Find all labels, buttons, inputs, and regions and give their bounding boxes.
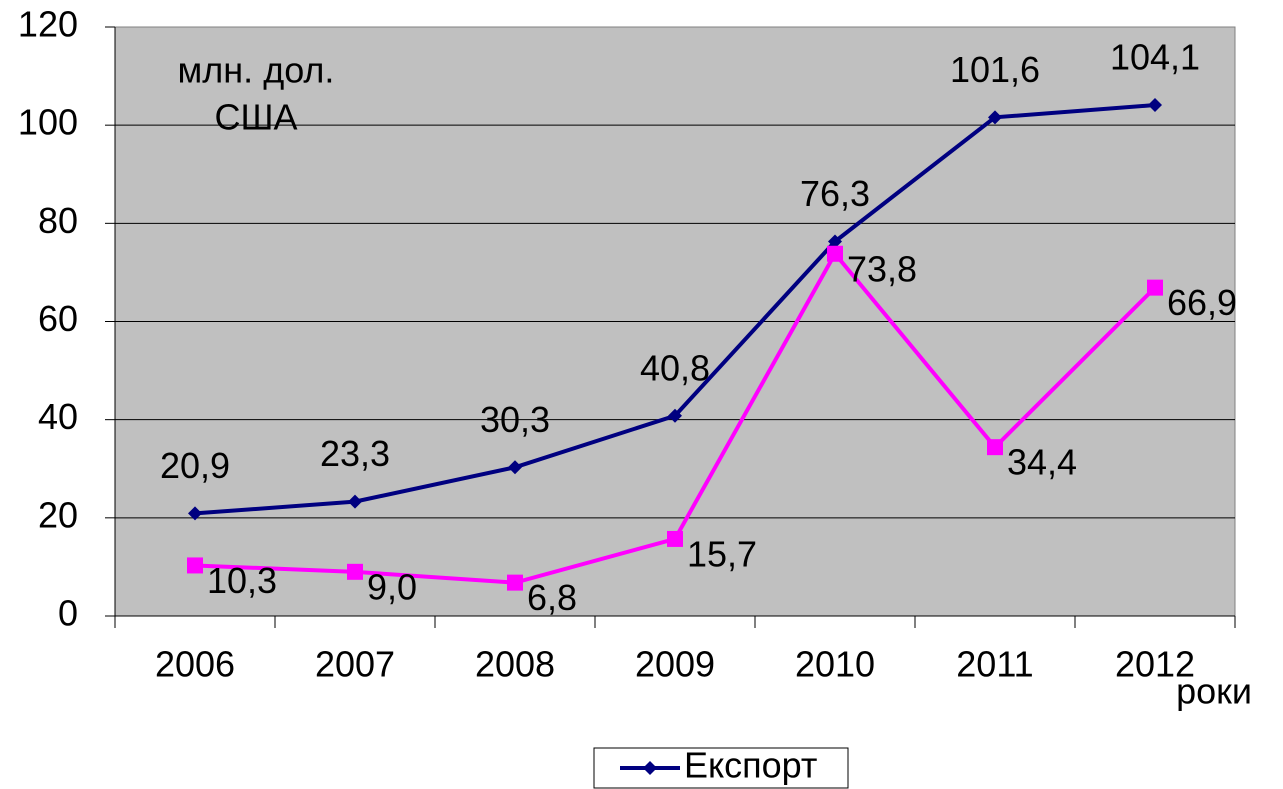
- y-tick-label: 80: [38, 200, 78, 241]
- marker: [987, 439, 1003, 456]
- x-tick-label: 2012: [1115, 644, 1195, 685]
- y-tick-label: 40: [38, 396, 78, 437]
- data-label: 15,7: [687, 533, 757, 574]
- y-tick-label: 0: [58, 593, 78, 634]
- data-label: 73,8: [847, 248, 917, 289]
- marker: [643, 761, 657, 775]
- y-axis-label: млн. дол.: [178, 50, 335, 91]
- y-tick-label: 20: [38, 494, 78, 535]
- marker: [1148, 98, 1162, 113]
- data-label: 76,3: [800, 173, 870, 214]
- x-tick-label: 2008: [475, 644, 555, 685]
- marker: [187, 557, 203, 574]
- data-label: 23,3: [320, 433, 390, 474]
- x-axis-label: роки: [1176, 671, 1252, 712]
- data-label: 104,1: [1110, 37, 1200, 78]
- marker: [508, 460, 522, 475]
- data-label: 30,3: [480, 399, 550, 440]
- data-label: 66,9: [1167, 282, 1237, 323]
- data-label: 10,3: [207, 560, 277, 601]
- data-label: 9,0: [367, 566, 417, 607]
- marker: [347, 563, 363, 580]
- marker: [667, 530, 683, 547]
- marker: [188, 506, 202, 521]
- data-label: 101,6: [950, 49, 1040, 90]
- marker: [827, 245, 843, 262]
- data-label: 34,4: [1007, 442, 1077, 483]
- y-tick-label: 60: [38, 298, 78, 339]
- y-tick-label: 120: [18, 4, 78, 45]
- marker: [988, 110, 1002, 125]
- data-label: 6,8: [527, 577, 577, 618]
- marker: [828, 234, 842, 249]
- y-axis-label: США: [214, 97, 297, 138]
- data-label: 40,8: [640, 347, 710, 388]
- x-tick-label: 2011: [956, 644, 1033, 685]
- x-tick-label: 2006: [155, 644, 235, 685]
- marker: [507, 574, 523, 591]
- x-tick-label: 2009: [635, 644, 715, 685]
- marker: [668, 408, 682, 423]
- x-tick-label: 2010: [795, 644, 875, 685]
- x-tick-label: 2007: [315, 644, 395, 685]
- marker: [1147, 279, 1163, 296]
- marker: [348, 494, 362, 509]
- data-label: 20,9: [160, 445, 230, 486]
- y-tick-label: 100: [18, 102, 78, 143]
- legend-label: Експорт: [684, 745, 817, 786]
